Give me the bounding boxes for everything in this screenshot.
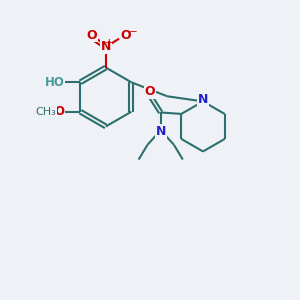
Text: HO: HO bbox=[45, 76, 65, 89]
Text: N: N bbox=[155, 125, 166, 138]
Text: N: N bbox=[198, 93, 208, 106]
Text: O: O bbox=[145, 85, 155, 98]
Text: −: − bbox=[128, 27, 137, 37]
Text: +: + bbox=[105, 38, 114, 48]
Text: O: O bbox=[120, 29, 131, 42]
Text: N: N bbox=[100, 40, 111, 53]
Text: CH₃: CH₃ bbox=[35, 107, 56, 117]
Text: O: O bbox=[87, 29, 97, 42]
Text: O: O bbox=[55, 105, 65, 118]
